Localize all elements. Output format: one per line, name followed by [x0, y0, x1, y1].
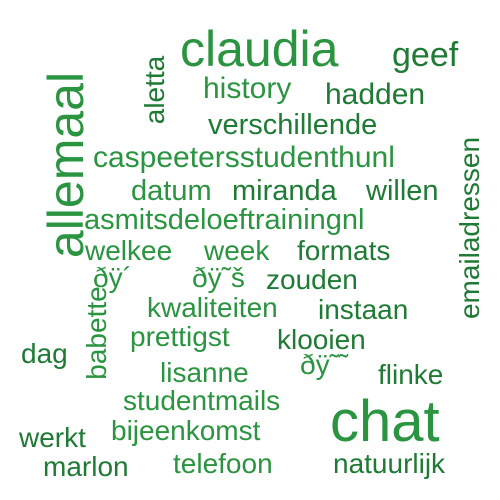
word-week: week: [204, 235, 270, 266]
word-studentmails: studentmails: [123, 385, 281, 416]
word-zouden: zouden: [266, 264, 358, 295]
word-natuurlijk: natuurlijk: [333, 448, 446, 479]
word-chat: chat: [330, 389, 440, 454]
word-geef: geef: [392, 36, 459, 74]
word-prettigst: prettigst: [130, 321, 230, 352]
word-allemaal: allemaal: [38, 71, 94, 259]
word-werkt: werkt: [19, 422, 86, 453]
word-bijeenkomst: bijeenkomst: [111, 415, 261, 446]
word-caspeetersstudenthunl: caspeetersstudenthunl: [93, 141, 395, 174]
word-kwaliteiten: kwaliteiten: [147, 292, 278, 323]
word-instaan: instaan: [318, 294, 409, 325]
word-klooien: klooien: [277, 324, 366, 355]
word-emoji-3: ðÿ˜˜: [300, 349, 349, 380]
word-babette: babette: [81, 286, 112, 380]
word-datum: datum: [131, 175, 212, 207]
word-emailadressen: emailadressen: [454, 136, 485, 320]
word-verschillende: verschillende: [208, 109, 378, 141]
word-asmitsdeloeftrainingnl: asmitsdeloeftrainingnl: [84, 204, 365, 236]
word-welkee: welkee: [85, 235, 173, 266]
word-aletta: aletta: [139, 55, 170, 125]
word-miranda: miranda: [232, 175, 337, 207]
word-hadden: hadden: [325, 78, 426, 111]
word-emoji-1: ðÿ´: [93, 262, 132, 293]
word-emoji-2: ðÿ˜š: [192, 262, 245, 293]
word-telefoon: telefoon: [173, 448, 273, 479]
word-flinke: flinke: [378, 359, 444, 390]
word-marlon: marlon: [43, 451, 129, 482]
word-formats: formats: [297, 235, 391, 266]
word-dag: dag: [21, 338, 68, 369]
word-claudia: claudia: [180, 21, 339, 77]
word-willen: willen: [366, 175, 439, 207]
word-lisanne: lisanne: [160, 357, 249, 388]
word-history: history: [203, 72, 292, 105]
